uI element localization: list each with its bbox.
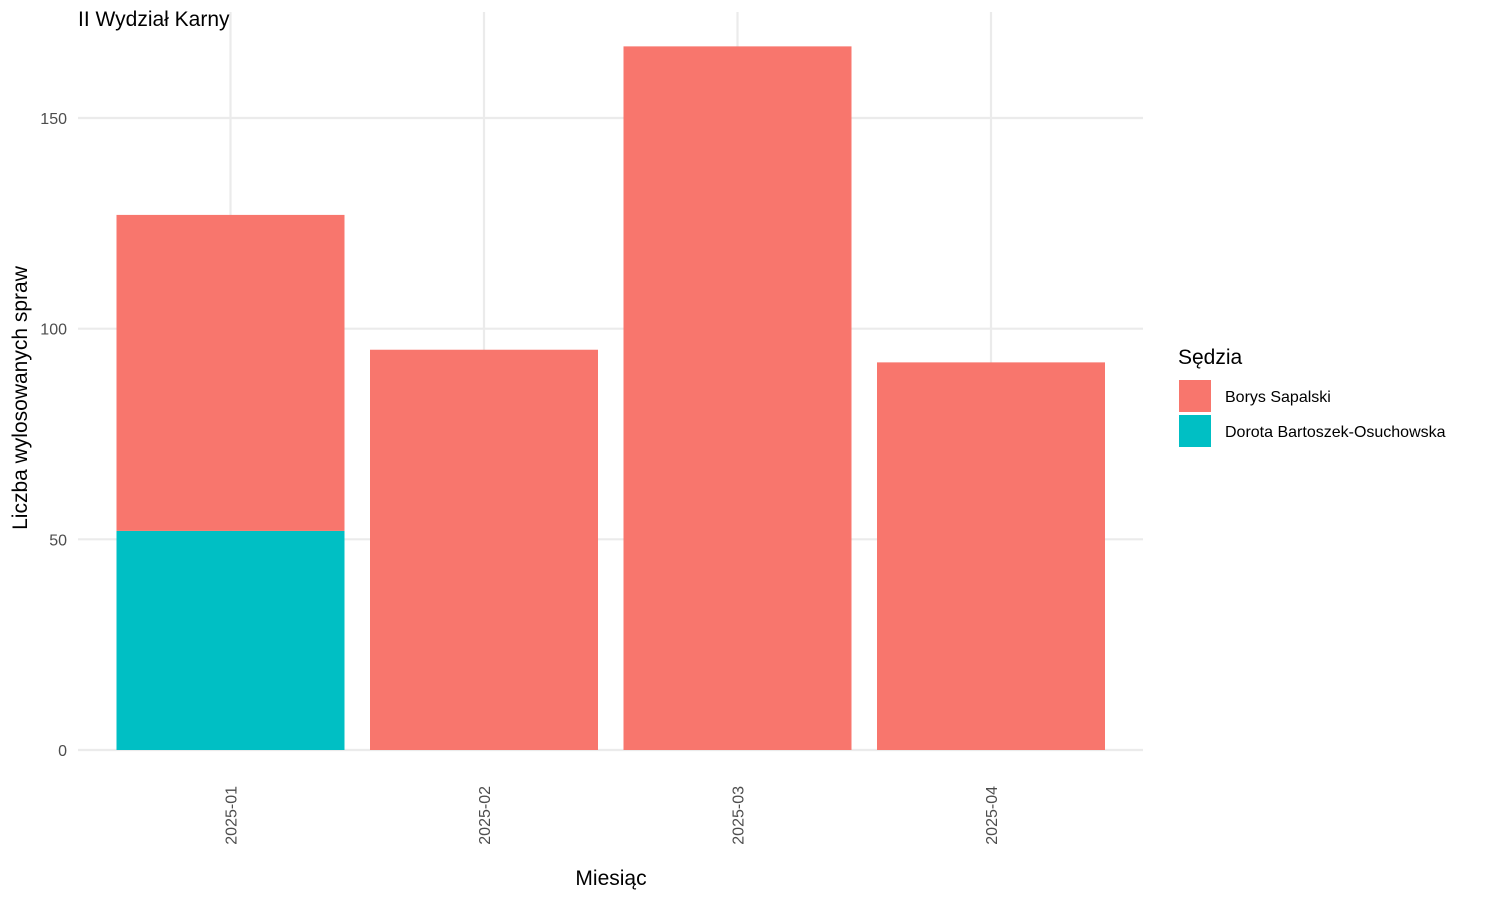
x-tick-label: 2025-01 xyxy=(224,786,241,845)
bar-2025-04-borys-sapalski xyxy=(877,362,1105,750)
bar-2025-01-dorota-bartoszek-osuchowska xyxy=(116,530,345,750)
bar-2025-03-borys-sapalski xyxy=(623,46,852,750)
x-tick-label: 2025-03 xyxy=(731,786,748,845)
bar-2025-02-borys-sapalski xyxy=(370,349,598,750)
legend-label: Borys Sapalski xyxy=(1225,389,1331,406)
y-tick-label: 100 xyxy=(40,322,67,339)
legend: Sędzia Borys Sapalski Dorota Bartoszek-Os… xyxy=(1178,346,1446,447)
x-axis-title: Miesiąc xyxy=(575,867,646,890)
chart-title: II Wydział Karny xyxy=(78,8,230,31)
y-tick-label: 50 xyxy=(49,532,67,549)
legend-title: Sędzia xyxy=(1178,346,1243,369)
x-tick-label: 2025-02 xyxy=(477,786,494,845)
bar-2025-01-borys-sapalski xyxy=(116,214,345,531)
legend-label: Dorota Bartoszek-Osuchowska xyxy=(1225,424,1446,441)
legend-key xyxy=(1179,415,1211,447)
legend-key xyxy=(1179,380,1211,412)
x-axis-ticks: 2025-01 2025-02 2025-03 2025-04 xyxy=(224,786,1002,845)
y-tick-label: 150 xyxy=(40,111,67,128)
y-axis-ticks: 0 50 100 150 xyxy=(40,111,67,760)
x-tick-label: 2025-04 xyxy=(984,786,1001,845)
y-tick-label: 0 xyxy=(58,743,67,760)
y-axis-title: Liczba wylosowanych spraw xyxy=(9,265,32,530)
bars xyxy=(116,46,1105,750)
